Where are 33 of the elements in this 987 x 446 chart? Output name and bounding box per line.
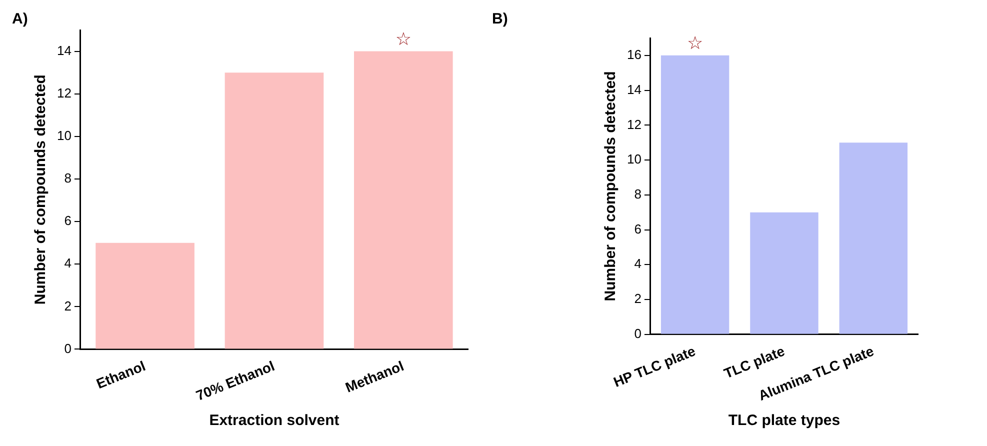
x-tick-label: HP TLC plate xyxy=(611,342,698,390)
y-tick-label: 6 xyxy=(634,221,642,236)
y-tick-label: 10 xyxy=(56,128,72,143)
annotation: ☆ xyxy=(395,28,412,50)
text: A) xyxy=(12,10,28,28)
text: B) xyxy=(492,10,508,28)
x-tick-label: TLC plate xyxy=(722,342,787,382)
y-tick-label: 14 xyxy=(56,42,72,58)
y-tick-label: 8 xyxy=(634,186,642,202)
y-tick-label: 0 xyxy=(64,340,72,356)
bar xyxy=(224,72,324,349)
y-axis-title: Number of compounds detected xyxy=(32,74,50,305)
y-tick-label: 4 xyxy=(634,256,642,272)
annotation: ☆ xyxy=(686,33,704,54)
y-tick-label: 12 xyxy=(626,116,642,132)
y-axis-title: Number of compounds detected xyxy=(602,71,620,302)
x-axis-title: TLC plate types xyxy=(728,412,840,430)
y-tick-label: 0 xyxy=(634,326,642,341)
y-tick-label: 2 xyxy=(634,291,642,306)
y-tick-label: 4 xyxy=(64,256,72,271)
y-tick-label: 14 xyxy=(626,82,642,97)
bar xyxy=(96,242,194,349)
bar xyxy=(839,142,908,334)
y-tick-label: 10 xyxy=(626,152,642,167)
y-tick-label: 16 xyxy=(626,47,642,62)
y-tick-label: 12 xyxy=(56,85,72,100)
y-tick-label: 6 xyxy=(64,213,72,228)
x-axis-title: Extraction solvent xyxy=(209,412,340,430)
bar xyxy=(750,212,818,334)
y-tick-label: 2 xyxy=(64,298,72,314)
bar xyxy=(354,51,453,349)
bar xyxy=(660,55,730,334)
y-tick-label: 8 xyxy=(64,170,72,186)
